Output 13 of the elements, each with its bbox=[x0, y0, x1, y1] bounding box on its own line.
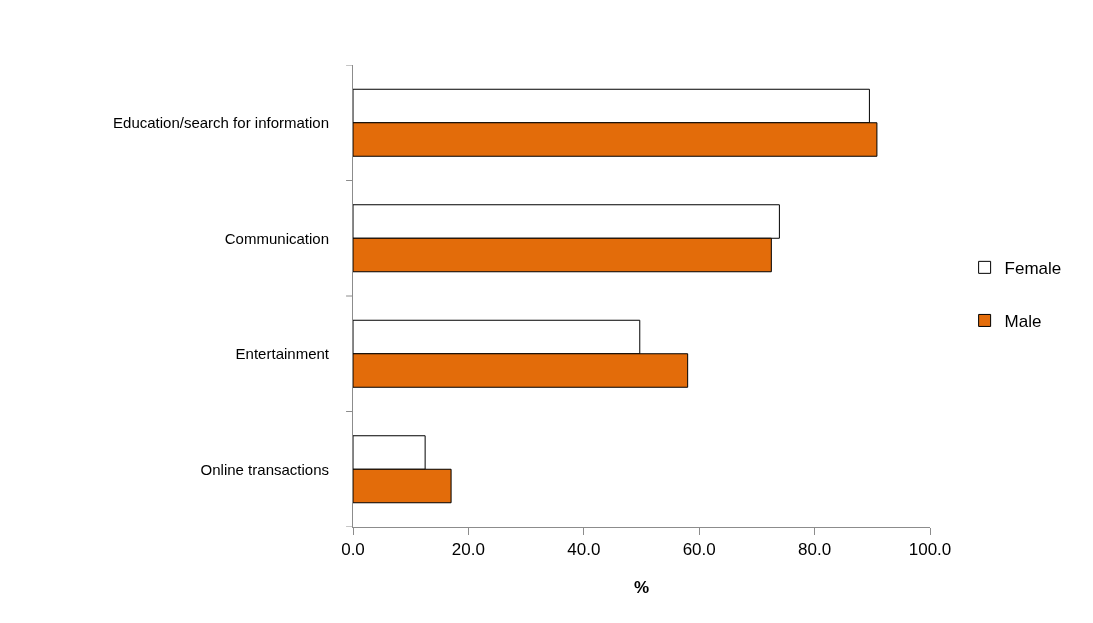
y-tick-label: Online transactions bbox=[200, 460, 329, 478]
x-tick-label: 80.0 bbox=[798, 540, 832, 560]
x-axis-title: % bbox=[633, 577, 650, 597]
y-tick-label: Education/search for information bbox=[113, 114, 329, 131]
x-tick-label: 100.0 bbox=[908, 540, 952, 560]
x-tick-label: 40.0 bbox=[567, 540, 601, 560]
x-tick-label: 60.0 bbox=[682, 540, 716, 560]
x-tick-label: 20.0 bbox=[451, 540, 485, 560]
x-tick-label: 0.0 bbox=[341, 540, 365, 560]
y-tick-label: Communication bbox=[224, 229, 329, 247]
legend-label: Female bbox=[1004, 258, 1062, 278]
legend-label: Male bbox=[1004, 312, 1042, 332]
y-tick-label: Entertainment bbox=[235, 345, 330, 362]
